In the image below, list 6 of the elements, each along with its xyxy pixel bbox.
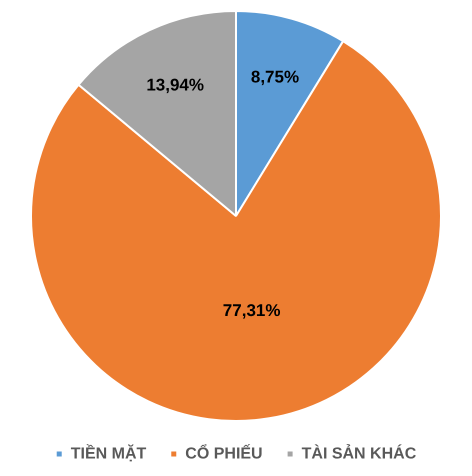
legend-label: TÀI SẢN KHÁC (302, 443, 417, 462)
data-label: 77,31% (222, 300, 280, 320)
data-label: 8,75% (250, 68, 300, 87)
legend-label: CỔ PHIẾU (185, 443, 263, 462)
legend-label: TIỀN MẶT (70, 443, 146, 462)
data-label: 13,94% (146, 76, 204, 95)
